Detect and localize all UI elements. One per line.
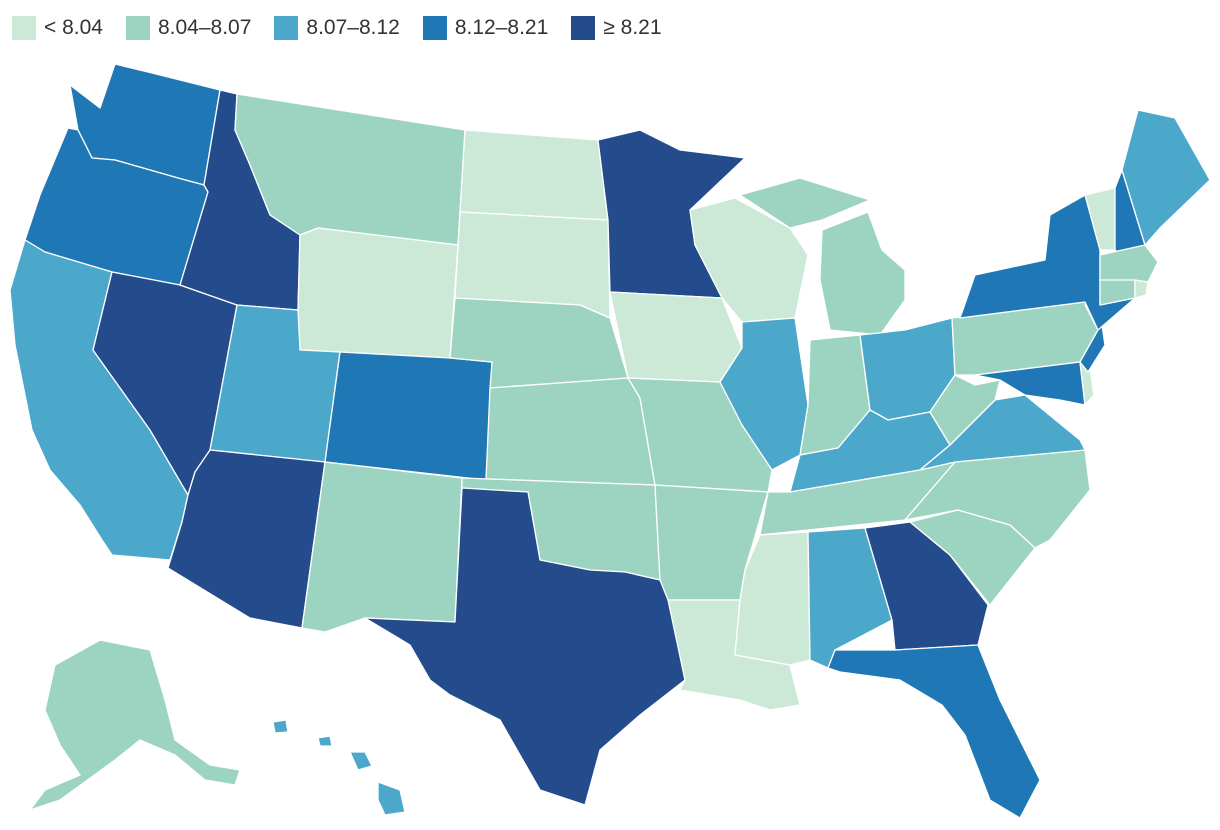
legend-item: ≥ 8.21 (571, 16, 662, 40)
state-hawaii[interactable] (272, 719, 406, 816)
state-texas[interactable] (364, 487, 686, 806)
state-illinois[interactable] (719, 317, 809, 471)
legend-swatch (12, 16, 36, 40)
state-new-mexico[interactable] (301, 461, 463, 633)
legend-item: 8.04–8.07 (125, 16, 252, 40)
state-iowa[interactable] (609, 291, 743, 383)
state-massachusetts[interactable] (1099, 244, 1159, 283)
legend-swatch (422, 16, 447, 40)
state-wyoming[interactable] (297, 227, 459, 359)
legend-swatch (571, 16, 596, 40)
state-alaska[interactable] (29, 639, 241, 811)
legend-item: 8.12–8.21 (422, 16, 549, 40)
state-north-dakota[interactable] (459, 129, 609, 221)
legend-label: 8.07–8.12 (306, 16, 400, 39)
legend-item: 8.07–8.12 (274, 16, 400, 40)
legend-swatch (125, 16, 150, 40)
legend-label: < 8.04 (44, 16, 103, 39)
state-florida[interactable] (827, 644, 1041, 819)
legend-label: ≥ 8.21 (603, 16, 662, 39)
state-rhode-island[interactable] (1134, 279, 1149, 299)
legend-label: 8.12–8.21 (454, 16, 549, 39)
state-kansas[interactable] (485, 377, 656, 486)
legend-label: 8.04–8.07 (157, 16, 252, 39)
state-michigan[interactable] (739, 177, 906, 336)
state-colorado[interactable] (324, 351, 493, 481)
legend-item: < 8.04 (12, 16, 103, 40)
legend-swatch (274, 16, 299, 40)
legend: < 8.04 8.04–8.07 8.07–8.12 8.12–8.21 ≥ 8… (12, 12, 685, 44)
